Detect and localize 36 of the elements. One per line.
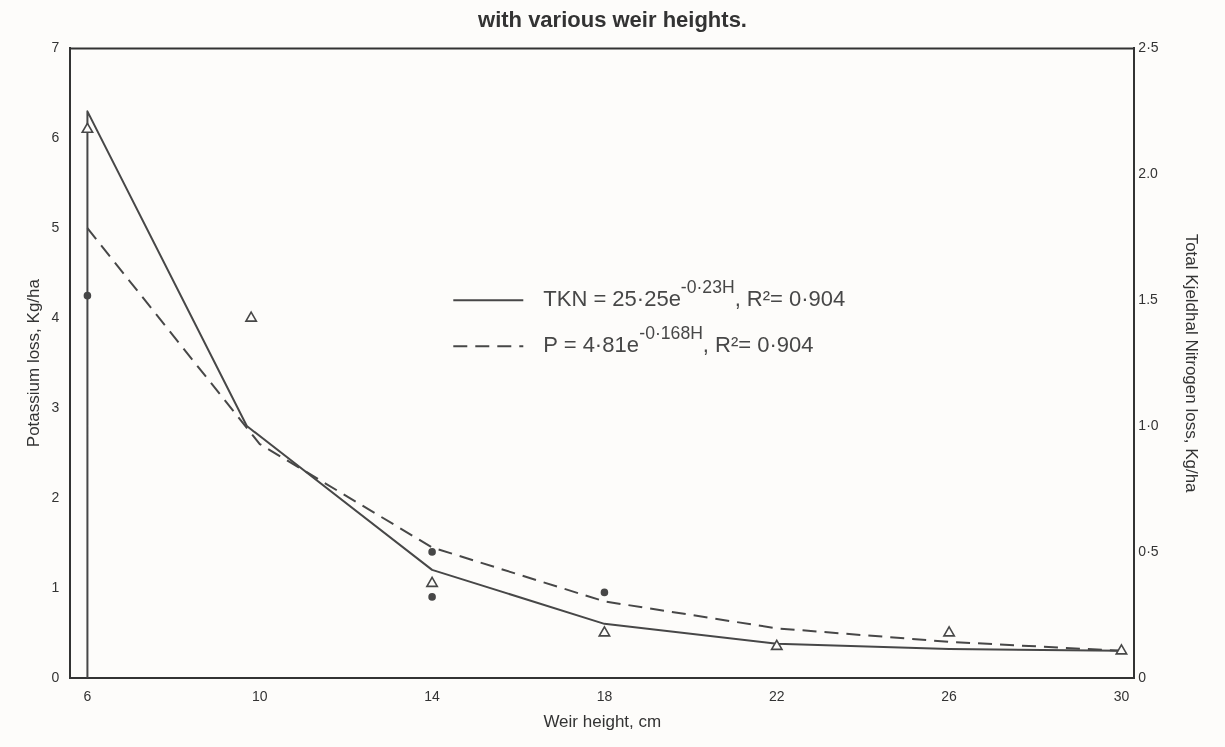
y-tick-label: 4 bbox=[51, 309, 60, 325]
y2-tick-label: 0 bbox=[1138, 668, 1147, 685]
y2-tick-label: 1.5 bbox=[1138, 291, 1159, 308]
y-tick-label: 0 bbox=[51, 668, 60, 685]
point bbox=[600, 588, 609, 597]
x-tick-label: 10 bbox=[251, 688, 268, 705]
x-tick-label: 26 bbox=[941, 688, 958, 705]
point bbox=[770, 639, 783, 651]
point bbox=[426, 576, 439, 588]
point bbox=[1115, 644, 1128, 655]
point bbox=[81, 122, 94, 134]
y2-tick-label: 2·5 bbox=[1138, 39, 1159, 56]
x-axis-title: Weir height, cm bbox=[543, 712, 662, 732]
x-tick-label: 6 bbox=[83, 688, 92, 705]
y-tick-label: 7 bbox=[51, 39, 60, 56]
y-tick-label: 2 bbox=[51, 488, 60, 505]
y-tick-label: 6 bbox=[51, 129, 60, 146]
point bbox=[943, 626, 956, 637]
y2-tick-label: 1·0 bbox=[1138, 416, 1159, 433]
point bbox=[598, 626, 611, 637]
point bbox=[245, 311, 258, 322]
y-axis-title: Potassium loss, Kg/ha bbox=[23, 278, 43, 448]
point bbox=[83, 291, 92, 300]
x-tick-label: 18 bbox=[596, 688, 613, 705]
x-tick-label: 22 bbox=[768, 688, 785, 705]
y-tick-label: 3 bbox=[51, 398, 60, 415]
point bbox=[428, 548, 436, 556]
chart-title: with various weir heights. bbox=[477, 7, 747, 33]
y-tick-label: 5 bbox=[51, 219, 60, 236]
y2-tick-label: 2.0 bbox=[1138, 165, 1159, 182]
y-tick-label: 1 bbox=[51, 578, 60, 595]
y2-tick-label: 0·5 bbox=[1138, 542, 1159, 559]
x-tick-label: 14 bbox=[424, 688, 441, 705]
x-tick-label: 30 bbox=[1113, 688, 1130, 705]
y2-axis-title: Total Kjeldhal Nitrogen loss, Kg/ha bbox=[1182, 233, 1202, 494]
point bbox=[428, 593, 436, 601]
